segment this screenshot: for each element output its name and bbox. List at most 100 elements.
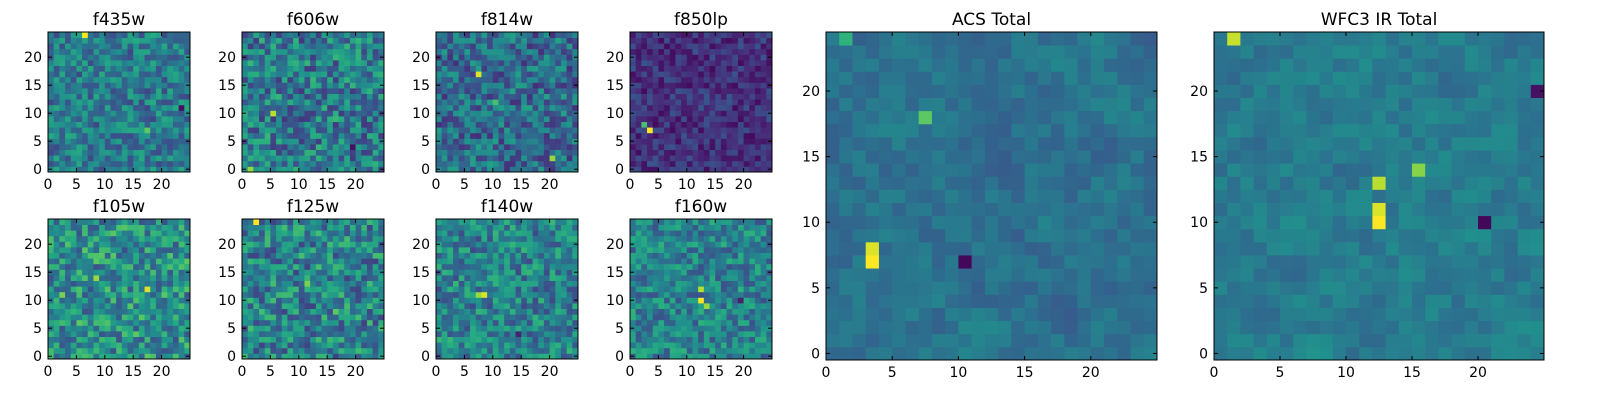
- heatmap-cell: [669, 331, 676, 337]
- heatmap-cell: [70, 269, 77, 276]
- heatmap-cell: [532, 99, 539, 106]
- heatmap-cell: [726, 76, 733, 83]
- heatmap-cell: [378, 286, 385, 293]
- heatmap-cell: [127, 269, 134, 276]
- heatmap-cell: [641, 93, 648, 100]
- heatmap-cell: [681, 76, 688, 83]
- heatmap-cell: [464, 230, 471, 237]
- heatmap-cell: [48, 121, 55, 128]
- heatmap-cell: [720, 93, 727, 100]
- heatmap-cell: [509, 138, 516, 145]
- heatmap-cell: [436, 247, 443, 253]
- heatmap-cell: [349, 116, 356, 122]
- heatmap-cell: [566, 37, 573, 44]
- heatmap-cell: [110, 71, 117, 78]
- heatmap-cell: [172, 32, 180, 38]
- heatmap-cell: [116, 166, 123, 173]
- heatmap-cell: [543, 308, 550, 315]
- heatmap-cell: [754, 116, 762, 122]
- heatmap-cell: [372, 93, 379, 100]
- heatmap-cell: [304, 32, 311, 38]
- heatmap-cell: [658, 303, 665, 309]
- heatmap-cell: [549, 127, 556, 134]
- heatmap-cell: [304, 219, 311, 225]
- heatmap-cell: [110, 104, 117, 111]
- heatmap-cell: [155, 76, 162, 83]
- heatmap-cell: [470, 263, 477, 270]
- heatmap-cell: [475, 353, 482, 360]
- heatmap-cell: [532, 319, 539, 326]
- heatmap-cell: [110, 241, 117, 248]
- heatmap-cell: [127, 258, 134, 265]
- heatmap-cell: [87, 286, 94, 293]
- heatmap-cell: [566, 82, 573, 89]
- heatmap-cell: [167, 149, 174, 156]
- heatmap-cell: [253, 353, 260, 360]
- heatmap-cell: [692, 110, 699, 117]
- heatmap-cell: [76, 247, 83, 253]
- heatmap-cell: [737, 325, 744, 332]
- heatmap-cell: [242, 48, 249, 55]
- heatmap-cell: [543, 331, 550, 337]
- heatmap-cell: [652, 32, 659, 38]
- heatmap-cell: [178, 104, 185, 111]
- heatmap-cell: [161, 43, 168, 50]
- heatmap-cell: [366, 155, 374, 162]
- heatmap-cell: [99, 99, 106, 106]
- heatmap-cell: [172, 116, 180, 122]
- heatmap-cell: [572, 155, 579, 162]
- heatmap-cell: [470, 37, 477, 44]
- y-tick-label: 15: [218, 265, 236, 281]
- heatmap-cell: [127, 48, 134, 55]
- heatmap-cell: [487, 263, 494, 270]
- heatmap-cell: [304, 314, 311, 321]
- heatmap-cell: [458, 286, 465, 293]
- heatmap-cell: [521, 347, 528, 354]
- heatmap-cell: [487, 280, 494, 287]
- heatmap-cell: [293, 308, 300, 315]
- heatmap-cell: [526, 144, 533, 150]
- heatmap-cell: [172, 269, 180, 276]
- heatmap-cell: [436, 342, 443, 349]
- heatmap-cell: [641, 116, 648, 122]
- heatmap-cell: [253, 155, 260, 162]
- heatmap-cell: [498, 314, 505, 321]
- heatmap-cell: [59, 258, 66, 265]
- heatmap-cell: [315, 149, 322, 156]
- heatmap-cell: [87, 65, 94, 72]
- heatmap-cell: [172, 132, 180, 139]
- heatmap-cell: [366, 280, 374, 287]
- heatmap-cell: [172, 342, 180, 349]
- heatmap-cell: [293, 303, 300, 309]
- heatmap-cell: [247, 269, 254, 276]
- heatmap-cell: [566, 230, 573, 237]
- heatmap-cell: [538, 82, 545, 89]
- heatmap-cell: [315, 247, 322, 253]
- heatmap-cell: [436, 43, 443, 50]
- heatmap-cell: [253, 88, 260, 94]
- heatmap-cell: [760, 303, 767, 309]
- heatmap-cell: [281, 88, 288, 94]
- heatmap-cell: [566, 252, 573, 259]
- heatmap-cell: [281, 252, 288, 259]
- y-tick-label: 5: [227, 134, 236, 150]
- heatmap-cell: [167, 331, 174, 337]
- heatmap-cell: [93, 76, 100, 83]
- heatmap-cell: [715, 166, 722, 173]
- heatmap-cell: [281, 297, 288, 304]
- heatmap-cell: [447, 93, 454, 100]
- heatmap-cell: [270, 331, 277, 337]
- heatmap-cell: [110, 127, 117, 134]
- heatmap-cell: [447, 48, 454, 55]
- heatmap-cell: [470, 275, 477, 281]
- heatmap-cell: [270, 127, 277, 134]
- heatmap-cell: [475, 121, 482, 128]
- heatmap-cell: [127, 241, 134, 248]
- heatmap-cell: [293, 116, 300, 122]
- heatmap-cell: [338, 71, 345, 78]
- heatmap-cell: [321, 336, 328, 343]
- heatmap-cell: [436, 219, 443, 225]
- heatmap-cell: [532, 224, 539, 231]
- heatmap-cell: [572, 342, 579, 349]
- heatmap-cell: [566, 104, 573, 111]
